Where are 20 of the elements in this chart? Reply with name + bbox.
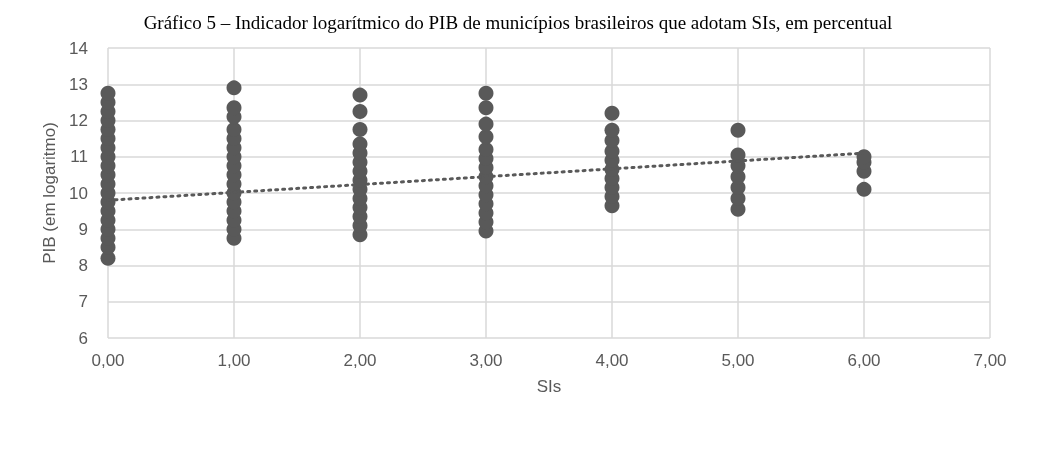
y-tick-label: 12 (69, 111, 88, 130)
x-tick-label: 0,00 (91, 351, 125, 370)
y-tick-label: 11 (70, 147, 88, 167)
x-tick-label: 1,00 (217, 351, 251, 370)
x-tick-label: 4,00 (595, 351, 629, 370)
x-tick-label: 6,00 (847, 351, 881, 370)
x-tick-label: 3,00 (469, 351, 503, 370)
y-tick-label: 6 (78, 328, 88, 348)
y-tick-label: 8 (78, 256, 88, 275)
chart-title: Gráfico 5 – Indicador logarítmico do PIB de municípios brasileiros que adotam SIs, em percentual (143, 12, 893, 33)
x-axis-title: SIs (536, 377, 562, 396)
y-tick-label: 9 (78, 219, 88, 239)
y-tick-label: 13 (69, 74, 88, 94)
x-tick-label: 2,00 (343, 351, 377, 370)
y-tick-label: 10 (69, 183, 88, 203)
y-tick-label: 14 (69, 38, 88, 58)
y-tick-label: 7 (78, 292, 88, 312)
x-tick-label: 5,00 (721, 351, 755, 370)
x-tick-label: 7,00 (973, 351, 1007, 370)
y-axis-title: PIB (em logaritmo) (40, 122, 59, 264)
